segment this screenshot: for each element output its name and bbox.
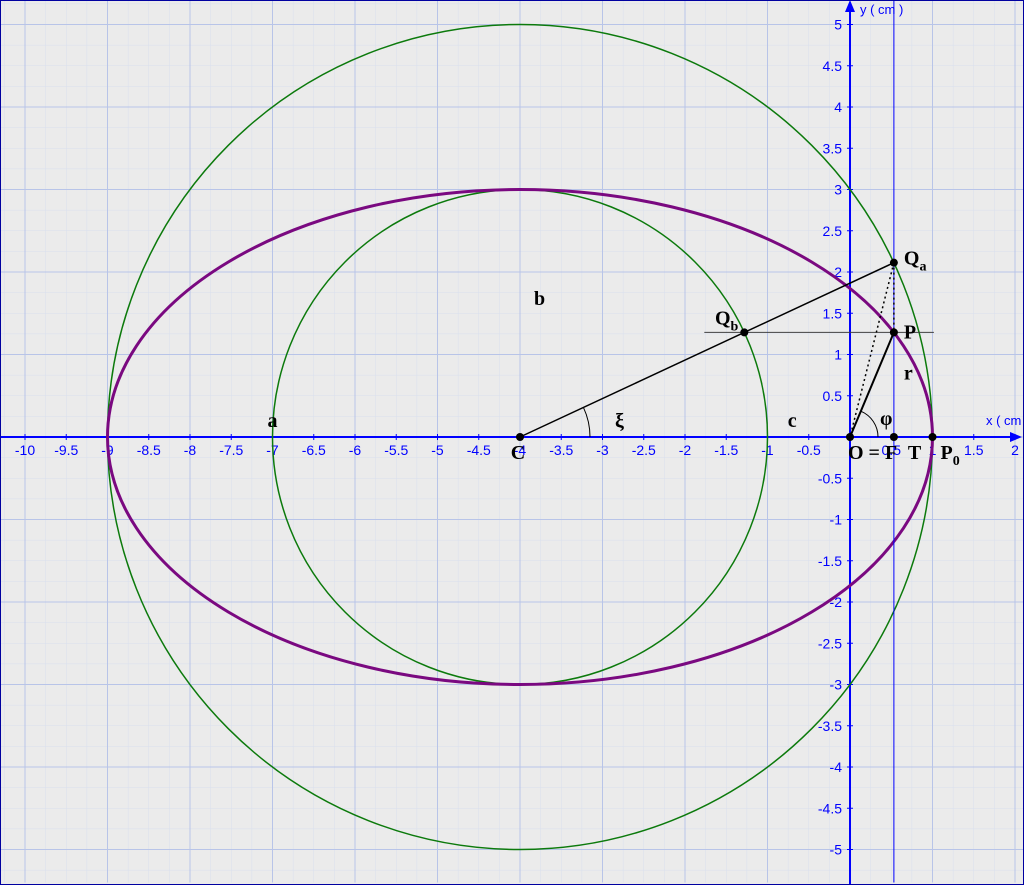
x-tick-label: -3.5 (549, 442, 573, 458)
y-tick-label: -3 (830, 677, 843, 693)
x-tick-label: 2 (1011, 442, 1019, 458)
point-P0 (929, 433, 937, 441)
x-tick-label: -6.5 (302, 442, 326, 458)
point-Qa (890, 259, 898, 267)
x-tick-label: -2.5 (632, 442, 656, 458)
y-tick-label: 2.5 (823, 223, 843, 239)
y-tick-label: -4.5 (818, 800, 842, 816)
y-tick-label: 5 (834, 17, 842, 33)
label-OF: O = F (848, 442, 897, 464)
y-tick-label: -1 (830, 512, 843, 528)
point-Qb (740, 328, 748, 336)
x-axis-label: x ( cm ) (986, 413, 1024, 428)
y-tick-label: 3 (834, 182, 842, 198)
label-c: c (788, 410, 797, 432)
y-tick-label: 4.5 (823, 58, 843, 74)
point-P (890, 328, 898, 336)
y-tick-label: 3.5 (823, 140, 843, 156)
y-tick-label: -3.5 (818, 718, 842, 734)
x-tick-label: -5 (431, 442, 444, 458)
y-tick-label: 0.5 (823, 388, 843, 404)
y-tick-label: -5 (830, 842, 843, 858)
x-tick-label: -1.5 (714, 442, 738, 458)
x-tick-label: 1.5 (964, 442, 984, 458)
y-tick-label: 4 (834, 99, 842, 115)
label-b: b (534, 288, 545, 310)
x-tick-label: -7.5 (219, 442, 243, 458)
x-tick-label: -6 (349, 442, 362, 458)
x-tick-label: -4.5 (467, 442, 491, 458)
x-tick-label: -2 (679, 442, 692, 458)
label-C: C (511, 442, 525, 464)
y-tick-label: 1.5 (823, 305, 843, 321)
point-C (516, 433, 524, 441)
label-r: r (904, 362, 913, 384)
x-tick-label: -8 (184, 442, 197, 458)
y-tick-label: -2.5 (818, 635, 842, 651)
x-tick-label: -5.5 (384, 442, 408, 458)
y-tick-label: -4 (830, 759, 843, 775)
point-F (846, 433, 854, 441)
label-xi: ξ (615, 410, 624, 432)
x-tick-label: -9.5 (54, 442, 78, 458)
y-tick-label: -1.5 (818, 553, 842, 569)
x-tick-label: -3 (596, 442, 609, 458)
y-tick-label: 1 (834, 347, 842, 363)
label-T: T (908, 442, 922, 464)
x-tick-label: -8.5 (137, 442, 161, 458)
y-axis-label: y ( cm ) (860, 2, 903, 17)
x-tick-label: -10 (15, 442, 35, 458)
point-T (890, 433, 898, 441)
label-P: P (904, 321, 916, 343)
label-phi: φ (880, 408, 892, 430)
y-tick-label: -0.5 (818, 470, 842, 486)
x-tick-label: -0.5 (797, 442, 821, 458)
label-a: a (268, 410, 278, 432)
ellipse-anomaly-diagram: -10-9.5-9-8.5-8-7.5-7-6.5-6-5.5-5-4.5-4-… (0, 0, 1024, 885)
